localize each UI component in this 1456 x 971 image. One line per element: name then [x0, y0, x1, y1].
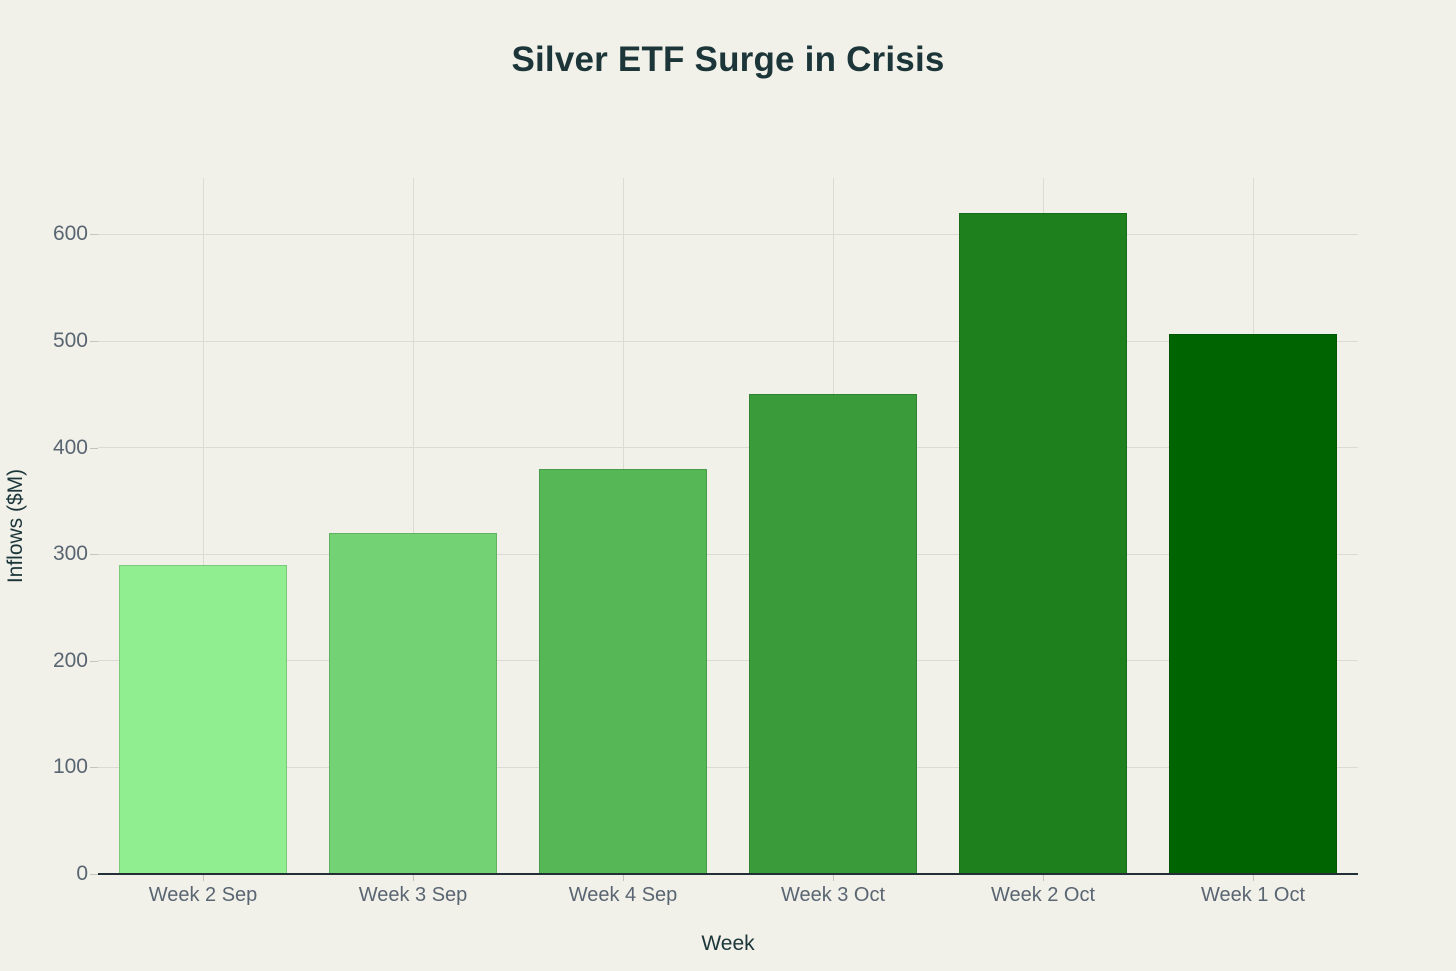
bar	[749, 394, 917, 874]
v-gridline	[202, 178, 204, 874]
bar	[329, 532, 497, 874]
bar	[959, 213, 1127, 874]
bar	[1169, 333, 1337, 874]
plot-area	[98, 178, 1358, 875]
h-gridline	[98, 447, 1358, 449]
x-tick-label: Week 2 Sep	[148, 884, 258, 906]
y-tick-mark	[90, 234, 98, 236]
x-tick-mark	[203, 874, 204, 881]
x-axis-title: Week	[701, 932, 755, 955]
y-tick-label: 200	[52, 648, 88, 672]
y-tick-mark	[90, 341, 98, 343]
y-tick-mark	[90, 554, 98, 556]
x-tick-mark	[413, 874, 414, 881]
h-gridline	[98, 233, 1358, 235]
h-gridline	[98, 766, 1358, 768]
x-tick-label: Week 2 Oct	[990, 884, 1096, 906]
x-tick-label: Week 3 Sep	[358, 884, 468, 906]
y-tick-label: 0	[76, 862, 88, 885]
y-tick-label: 100	[52, 755, 88, 779]
x-tick-mark	[1253, 874, 1254, 881]
y-axis-title: Inflows ($M)	[4, 468, 27, 584]
h-gridline	[98, 553, 1358, 555]
bar	[539, 468, 707, 874]
y-tick-mark	[90, 447, 98, 449]
y-tick-label: 500	[52, 329, 88, 353]
x-tick-label: Week 1 Oct	[1200, 884, 1306, 906]
y-tick-label: 300	[52, 542, 88, 566]
bar	[119, 564, 287, 874]
y-tick-mark	[90, 874, 98, 875]
y-tick-mark	[90, 660, 98, 662]
x-axis-line	[98, 873, 1358, 875]
y-tick-mark	[90, 767, 98, 769]
x-tick-label: Week 3 Oct	[780, 884, 886, 906]
x-tick-label: Week 4 Sep	[568, 884, 678, 906]
x-tick-mark	[1043, 874, 1044, 881]
chart-title: Silver ETF Surge in Crisis	[511, 40, 945, 79]
v-gridline	[412, 178, 414, 874]
h-gridline	[98, 340, 1358, 342]
h-gridline	[98, 660, 1358, 662]
x-tick-mark	[833, 874, 834, 881]
x-tick-mark	[623, 874, 624, 881]
y-tick-label: 400	[52, 435, 88, 459]
y-tick-label: 600	[52, 222, 88, 246]
